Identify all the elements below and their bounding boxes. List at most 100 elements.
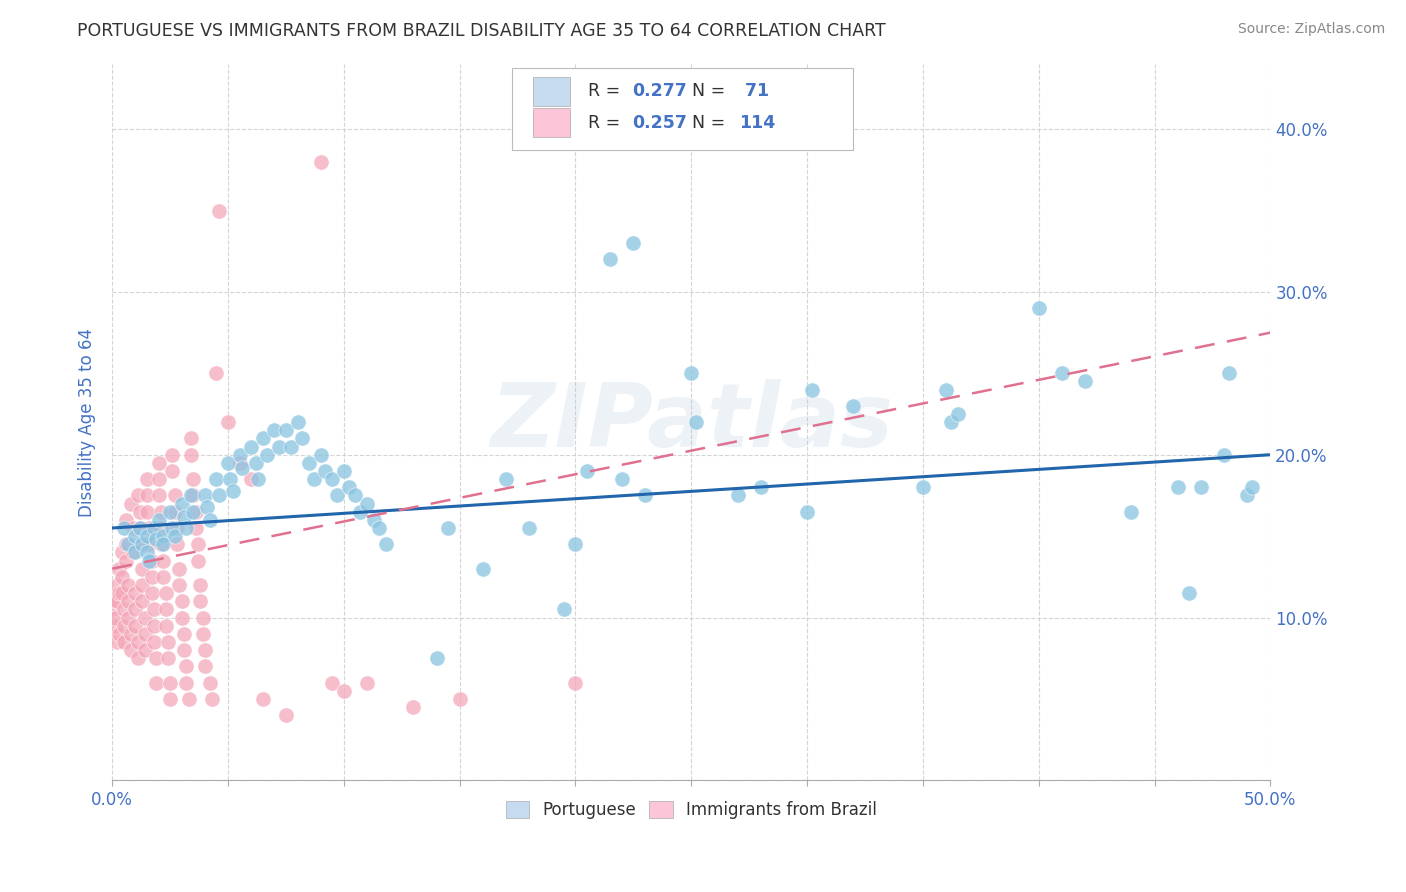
Point bbox=[194, 659, 217, 673]
Point bbox=[228, 448, 250, 462]
Text: N =: N = bbox=[693, 82, 731, 100]
Point bbox=[181, 488, 204, 502]
Point bbox=[321, 675, 343, 690]
Point bbox=[138, 521, 160, 535]
Point bbox=[163, 488, 186, 502]
Point bbox=[115, 537, 138, 551]
Point bbox=[911, 480, 934, 494]
Point bbox=[141, 586, 163, 600]
Point bbox=[156, 635, 179, 649]
Point bbox=[112, 635, 135, 649]
Text: 71: 71 bbox=[738, 82, 769, 100]
Point bbox=[136, 472, 159, 486]
Point bbox=[169, 562, 191, 576]
Point bbox=[129, 521, 152, 535]
Point bbox=[205, 367, 228, 381]
Point bbox=[138, 537, 160, 551]
Point bbox=[181, 472, 204, 486]
Point bbox=[149, 537, 172, 551]
Point bbox=[471, 562, 494, 576]
Point bbox=[256, 448, 278, 462]
Point bbox=[517, 521, 540, 535]
Point bbox=[120, 497, 142, 511]
Point bbox=[349, 505, 371, 519]
Point bbox=[155, 602, 177, 616]
Point bbox=[101, 602, 124, 616]
Point bbox=[309, 448, 332, 462]
Point bbox=[402, 700, 425, 714]
Text: R =: R = bbox=[588, 82, 626, 100]
Point bbox=[181, 505, 204, 519]
Point bbox=[437, 521, 460, 535]
Point bbox=[173, 509, 195, 524]
Point bbox=[115, 513, 138, 527]
Point bbox=[252, 692, 274, 706]
Point bbox=[149, 521, 172, 535]
Point bbox=[187, 553, 209, 567]
Point bbox=[141, 553, 163, 567]
Point bbox=[145, 675, 167, 690]
Point bbox=[198, 675, 221, 690]
Point bbox=[247, 472, 270, 486]
Point bbox=[208, 488, 231, 502]
Point bbox=[1121, 505, 1143, 519]
Point bbox=[152, 529, 174, 543]
Point bbox=[201, 692, 224, 706]
Point bbox=[356, 497, 378, 511]
Point bbox=[142, 602, 165, 616]
Point bbox=[1213, 448, 1236, 462]
Point bbox=[129, 537, 152, 551]
Point bbox=[155, 618, 177, 632]
Point bbox=[176, 659, 198, 673]
Point bbox=[1178, 586, 1201, 600]
Point bbox=[162, 448, 184, 462]
Point bbox=[176, 675, 198, 690]
Point bbox=[221, 483, 243, 498]
Point bbox=[194, 488, 217, 502]
Point bbox=[162, 521, 184, 535]
Point bbox=[217, 456, 239, 470]
Point bbox=[122, 545, 145, 559]
FancyBboxPatch shape bbox=[533, 109, 569, 137]
Point bbox=[302, 472, 325, 486]
Point bbox=[796, 505, 818, 519]
Point bbox=[170, 610, 193, 624]
Point bbox=[800, 383, 823, 397]
Point bbox=[553, 602, 575, 616]
Point bbox=[142, 635, 165, 649]
Point bbox=[291, 432, 314, 446]
Point bbox=[939, 415, 962, 429]
Text: N =: N = bbox=[693, 114, 731, 132]
Point bbox=[1167, 480, 1189, 494]
Point bbox=[134, 610, 156, 624]
Point bbox=[208, 203, 231, 218]
Point bbox=[610, 472, 633, 486]
Point bbox=[131, 594, 153, 608]
Point bbox=[274, 423, 297, 437]
Point bbox=[129, 521, 152, 535]
Point bbox=[142, 618, 165, 632]
Point bbox=[149, 505, 172, 519]
Point bbox=[287, 415, 309, 429]
Point bbox=[115, 553, 138, 567]
Point bbox=[195, 500, 218, 514]
Point bbox=[180, 488, 202, 502]
Point bbox=[219, 472, 242, 486]
Text: R =: R = bbox=[588, 114, 626, 132]
Point bbox=[685, 415, 707, 429]
Point bbox=[842, 399, 865, 413]
Point bbox=[1240, 480, 1263, 494]
Point bbox=[136, 488, 159, 502]
Point bbox=[162, 464, 184, 478]
Point bbox=[356, 675, 378, 690]
Point bbox=[124, 602, 146, 616]
Point bbox=[194, 643, 217, 657]
Text: ZIPatlas: ZIPatlas bbox=[489, 379, 893, 466]
Point bbox=[108, 586, 131, 600]
Point bbox=[155, 586, 177, 600]
Point bbox=[105, 635, 128, 649]
Point bbox=[1028, 301, 1050, 316]
Point bbox=[188, 578, 211, 592]
Point bbox=[1189, 480, 1212, 494]
Point bbox=[136, 505, 159, 519]
